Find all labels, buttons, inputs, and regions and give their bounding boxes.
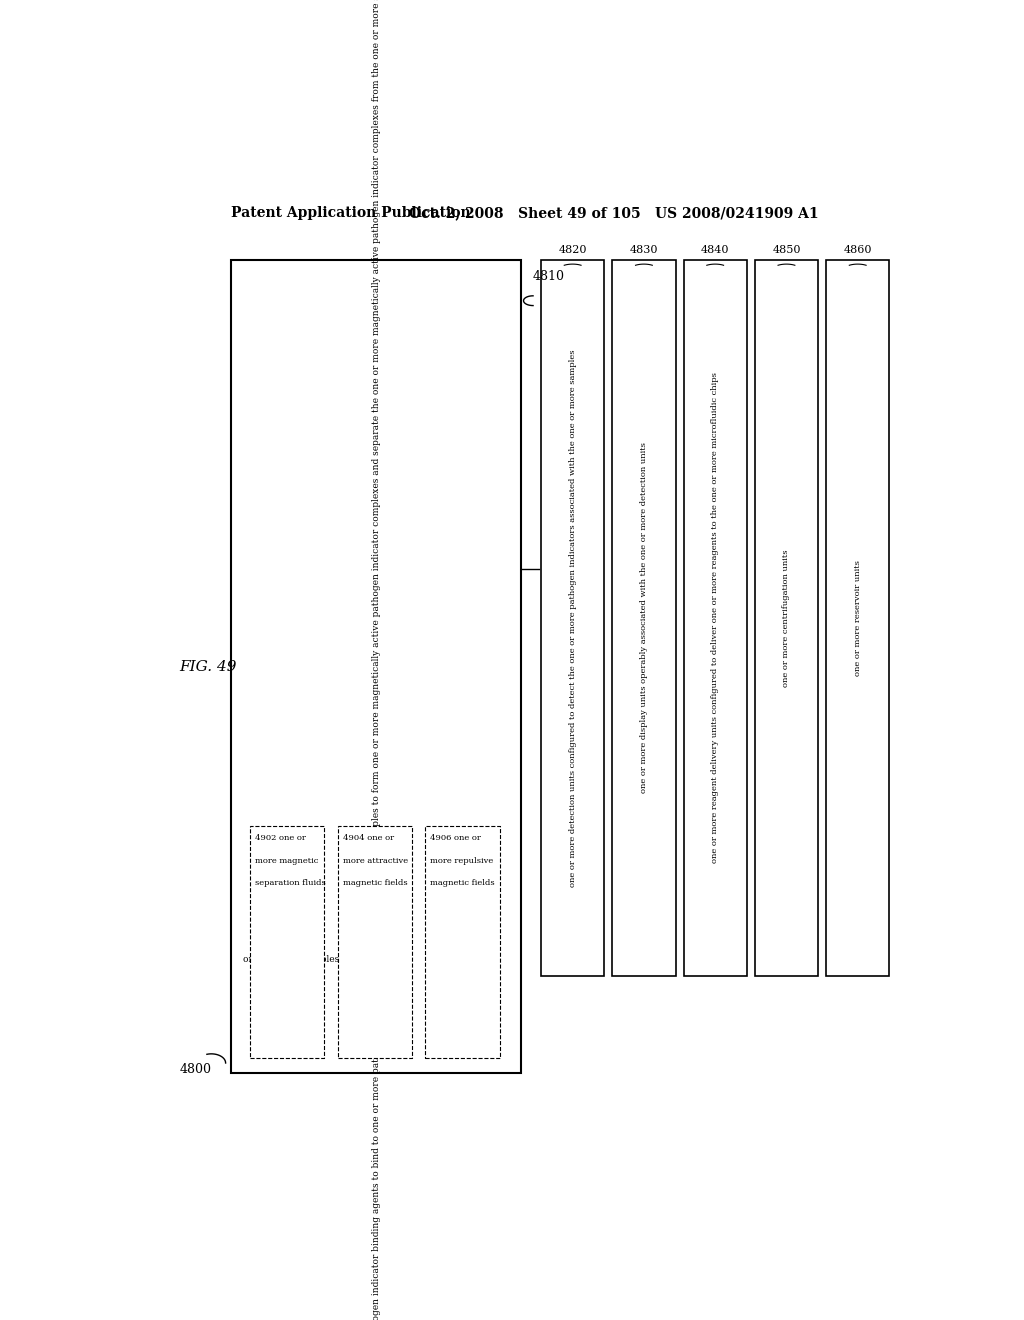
Text: FIG. 49: FIG. 49: [179, 660, 238, 673]
Bar: [684, 260, 746, 975]
Text: one or more samples: one or more samples: [243, 954, 339, 964]
Text: 4820: 4820: [558, 246, 587, 255]
Text: Patent Application Publication: Patent Application Publication: [231, 206, 471, 220]
Text: more repulsive: more repulsive: [430, 857, 494, 865]
Bar: [826, 260, 890, 975]
Text: one or more centrifugation units: one or more centrifugation units: [782, 549, 791, 686]
Text: 4904 one or: 4904 one or: [343, 834, 393, 842]
Text: more attractive: more attractive: [343, 857, 408, 865]
Bar: [541, 260, 604, 975]
Text: one or more detection units configured to detect the one or more pathogen indica: one or more detection units configured t…: [568, 348, 577, 887]
Text: 4840: 4840: [701, 246, 729, 255]
Bar: [231, 260, 521, 1073]
Text: separation fluids: separation fluids: [255, 879, 326, 887]
Text: US 2008/0241909 A1: US 2008/0241909 A1: [654, 206, 818, 220]
Text: one or more reagent delivery units configured to deliver one or more reagents to: one or more reagent delivery units confi…: [712, 372, 719, 863]
Text: 4800: 4800: [179, 1063, 211, 1076]
Text: one or more display units operably associated with the one or more detection uni: one or more display units operably assoc…: [640, 442, 648, 793]
Text: more magnetic: more magnetic: [255, 857, 318, 865]
Text: 4906 one or: 4906 one or: [430, 834, 481, 842]
Text: one or more reservoir units: one or more reservoir units: [854, 560, 862, 676]
Bar: [612, 260, 676, 975]
Bar: [338, 826, 412, 1057]
Bar: [250, 826, 324, 1057]
Bar: [426, 826, 500, 1057]
Bar: [755, 260, 818, 975]
Text: magnetic fields: magnetic fields: [430, 879, 495, 887]
Text: one or more microfluidic chips that are configured to allow one or more magnetic: one or more microfluidic chips that are …: [372, 0, 381, 1320]
Text: Oct. 2, 2008   Sheet 49 of 105: Oct. 2, 2008 Sheet 49 of 105: [409, 206, 641, 220]
Text: 4830: 4830: [630, 246, 658, 255]
Text: 4902 one or: 4902 one or: [255, 834, 306, 842]
Text: 4860: 4860: [844, 246, 872, 255]
Text: 4850: 4850: [772, 246, 801, 255]
Text: 4810: 4810: [534, 271, 565, 284]
Text: magnetic fields: magnetic fields: [343, 879, 408, 887]
